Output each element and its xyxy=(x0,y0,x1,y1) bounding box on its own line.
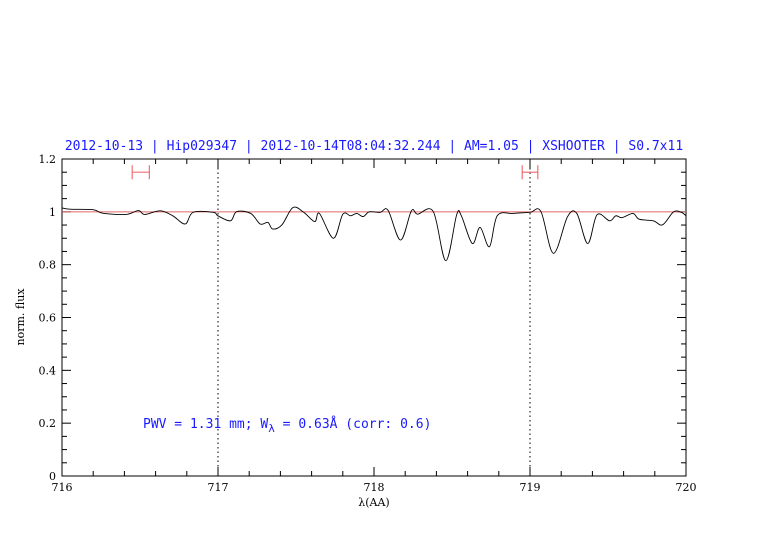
error-bar xyxy=(521,165,539,180)
chart-title: 2012-10-13 | Hip029347 | 2012-10-14T08:0… xyxy=(65,139,683,154)
y-tick-label: 1.2 xyxy=(39,153,57,166)
x-tick-label: 718 xyxy=(364,481,385,494)
y-tick-label: 0.2 xyxy=(39,417,57,430)
y-axis-label: norm. flux xyxy=(14,288,27,346)
axes: 716 717 718 719 720 0 0.2 0.4 0.6 0.8 1 1.2 xyxy=(39,153,697,494)
annotation-prefix: PWV = 1.31 mm; W xyxy=(143,417,268,432)
y-tick-label: 1 xyxy=(49,206,56,219)
y-tick-label: 0.4 xyxy=(39,364,57,377)
x-tick-label: 719 xyxy=(520,481,541,494)
error-bar xyxy=(131,165,150,180)
spectrum-line xyxy=(61,206,687,262)
pwv-annotation: PWV = 1.31 mm; Wλ = 0.63Å (corr: 0.6) xyxy=(143,416,431,435)
y-tick-label: 0.8 xyxy=(39,259,57,272)
annotation-subscript: λ xyxy=(268,422,275,435)
x-tick-label: 716 xyxy=(52,481,73,494)
x-tick-label: 720 xyxy=(676,481,697,494)
y-tick-label: 0 xyxy=(49,470,56,483)
x-tick-label: 717 xyxy=(208,481,229,494)
x-axis-label: λ(AA) xyxy=(358,496,389,509)
y-tick-label: 0.6 xyxy=(39,312,57,325)
annotation-suffix: = 0.63Å (corr: 0.6) xyxy=(275,416,432,432)
